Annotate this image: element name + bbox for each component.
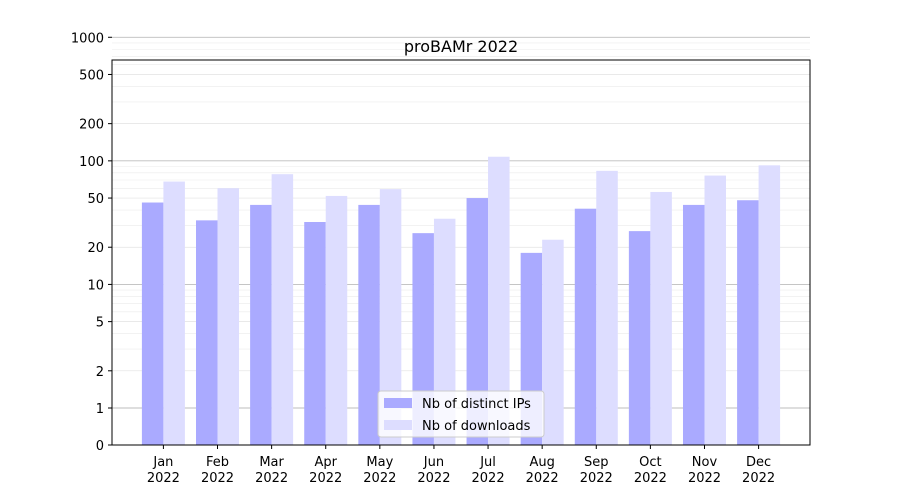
bar-downloads [217, 188, 240, 445]
bar-distinct-ips [574, 208, 597, 445]
y-tick-label: 1 [96, 402, 104, 417]
x-tick-label-year: 2022 [417, 471, 450, 486]
legend: Nb of distinct IPs Nb of downloads [377, 390, 545, 438]
y-tick-label: 5 [96, 316, 104, 331]
bar-downloads [488, 156, 510, 445]
bar-distinct-ips [250, 204, 272, 445]
bar-downloads [650, 191, 672, 445]
bar-distinct-ips [304, 222, 326, 445]
x-tick-label-month: Dec [746, 455, 771, 470]
bar-downloads [379, 189, 402, 445]
bar-distinct-ips [141, 202, 164, 445]
x-tick-label-month: Oct [639, 455, 661, 470]
x-tick-label-month: Aug [529, 455, 554, 470]
x-tick-label-month: Nov [692, 455, 718, 470]
bar-downloads [596, 170, 618, 446]
bar-downloads [433, 218, 456, 445]
y-tick-label: 1000 [71, 31, 104, 46]
y-tick-label: 50 [87, 192, 104, 207]
bar-distinct-ips [358, 204, 380, 445]
bar-distinct-ips [628, 231, 651, 445]
x-tick-label-year: 2022 [580, 471, 613, 486]
x-tick-label-year: 2022 [363, 471, 396, 486]
bar-distinct-ips [466, 198, 489, 445]
x-tick-label-year: 2022 [255, 471, 288, 486]
x-tick-label-month: Jul [479, 455, 496, 470]
x-tick-label-year: 2022 [147, 471, 180, 486]
bar-downloads [542, 239, 564, 445]
bar-downloads [325, 195, 348, 445]
x-tick-label-year: 2022 [634, 471, 667, 486]
x-tick-label-month: May [366, 455, 393, 470]
x-tick-label-year: 2022 [688, 471, 721, 486]
x-tick-label-month: Jan [152, 455, 173, 470]
y-tick-label: 500 [79, 68, 104, 83]
legend-label-downloads: Nb of downloads [422, 419, 531, 434]
x-tick-label-year: 2022 [309, 471, 342, 486]
x-tick-label-month: Sep [584, 455, 609, 470]
x-tick-label-year: 2022 [201, 471, 234, 486]
chart-title: proBAMr 2022 [404, 37, 518, 56]
y-tick-label: 0 [96, 439, 104, 454]
bar-downloads [163, 181, 185, 445]
x-tick-label-month: Mar [259, 455, 284, 470]
bar-distinct-ips [737, 200, 759, 445]
bar-downloads [704, 175, 726, 446]
x-tick-label-year: 2022 [526, 471, 559, 486]
legend-swatch-downloads [384, 420, 412, 430]
bar-distinct-ips [196, 220, 218, 445]
y-tick-label: 20 [87, 241, 104, 256]
legend-swatch-ips [384, 398, 412, 408]
plot-frame [111, 59, 811, 446]
bar-downloads [758, 165, 781, 446]
x-tick-label-month: Feb [206, 455, 229, 470]
legend-box [377, 390, 545, 438]
y-tick-label: 200 [79, 118, 104, 133]
x-tick-label-month: Apr [314, 455, 337, 470]
y-tick-label: 10 [87, 278, 104, 293]
y-tick-label: 100 [79, 155, 104, 170]
x-tick-label-year: 2022 [742, 471, 775, 486]
x-tick-label-year: 2022 [472, 471, 505, 486]
y-tick-label: 2 [96, 365, 104, 380]
y-axis: 0 1 2 5 10 20 50 100 200 500 1000 [71, 31, 112, 454]
x-tick-label-month: Jun [423, 455, 444, 470]
bar-downloads [271, 174, 294, 445]
legend-label-ips: Nb of distinct IPs [422, 397, 531, 412]
bar-distinct-ips [682, 204, 705, 445]
x-axis: Jan2022Feb2022Mar2022Apr2022May2022Jun20… [147, 445, 775, 486]
